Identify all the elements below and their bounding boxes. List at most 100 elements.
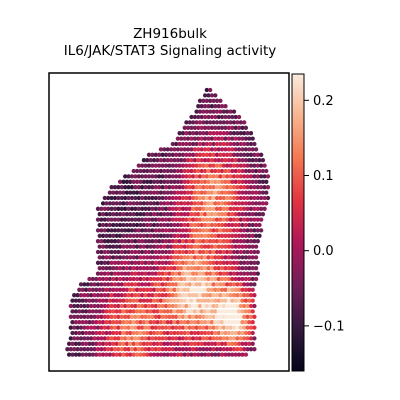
tissue-spot <box>235 325 240 330</box>
tissue-spot <box>133 303 138 309</box>
tissue-spot <box>213 158 218 163</box>
tissue-spot <box>208 98 213 103</box>
tissue-spot <box>179 179 184 184</box>
tissue-spot <box>192 287 198 292</box>
tissue-spot <box>119 249 124 255</box>
tissue-spot <box>187 249 192 255</box>
tissue-spot <box>117 222 123 228</box>
tissue-spot <box>138 168 143 174</box>
tissue-spot <box>145 320 150 325</box>
tissue-spot <box>111 352 116 357</box>
tissue-spot <box>168 320 174 325</box>
tissue-spot <box>157 163 162 168</box>
tissue-spot <box>189 255 194 260</box>
tissue-spot <box>260 168 266 174</box>
tissue-spot <box>148 233 153 238</box>
tissue-spot <box>197 120 203 125</box>
tissue-spot <box>191 228 196 233</box>
tissue-spot <box>240 168 245 174</box>
tissue-spot <box>133 325 138 330</box>
tissue-spot <box>245 141 250 147</box>
tissue-spot <box>209 114 215 120</box>
tissue-spot <box>216 212 221 217</box>
tissue-spot <box>225 336 230 341</box>
tissue-spot <box>131 233 136 238</box>
tissue-spot <box>168 190 174 195</box>
tissue-spot <box>225 249 230 255</box>
tissue-spot <box>235 152 240 157</box>
tissue-spot <box>143 163 148 168</box>
tissue-spot <box>223 255 228 260</box>
tissue-spot <box>99 228 104 233</box>
tissue-spot <box>197 293 203 298</box>
tissue-spot <box>252 293 257 298</box>
tissue-spot <box>225 120 230 125</box>
tissue-spot <box>204 109 209 114</box>
tissue-spot <box>170 174 175 179</box>
tissue-spot <box>211 206 216 211</box>
tissue-spot <box>153 185 158 190</box>
tissue-spot <box>245 217 250 222</box>
tissue-spot <box>230 330 235 336</box>
tissue-spot <box>228 141 233 147</box>
tissue-spot <box>255 163 260 168</box>
tissue-spot <box>160 228 165 233</box>
tissue-spot <box>116 282 121 287</box>
tissue-spot <box>226 201 232 206</box>
tissue-spot <box>235 174 240 179</box>
tissue-spot <box>245 206 250 211</box>
tissue-spot <box>192 222 198 228</box>
tissue-spot <box>221 174 226 179</box>
tissue-spot <box>185 341 191 346</box>
tissue-spot <box>89 282 94 287</box>
tissue-spot <box>163 293 169 298</box>
tissue-spot <box>182 309 187 314</box>
tissue-spot <box>185 233 191 238</box>
tissue-spot <box>160 303 165 309</box>
tissue-spot <box>80 298 85 303</box>
tissue-spot <box>66 341 72 346</box>
tissue-spot <box>155 255 160 260</box>
tissue-spot <box>134 266 140 271</box>
tissue-spot <box>223 233 228 238</box>
tissue-spot <box>155 266 160 271</box>
tissue-spot <box>199 190 204 195</box>
tissue-spot <box>114 255 119 260</box>
tissue-spot <box>172 147 177 152</box>
tissue-spot <box>194 282 199 287</box>
tissue-spot <box>146 249 152 255</box>
tissue-spot <box>167 228 172 233</box>
tissue-spot <box>235 260 240 265</box>
tissue-spot <box>180 303 186 309</box>
tissue-spot <box>218 195 223 201</box>
tissue-spot <box>116 206 121 211</box>
tissue-spot <box>204 120 209 125</box>
tissue-spot <box>243 352 249 357</box>
tissue-spot <box>221 131 226 136</box>
tissue-spot <box>112 239 118 244</box>
tissue-spot <box>218 120 223 125</box>
tissue-spot <box>233 287 238 292</box>
tissue-spot <box>247 222 252 228</box>
tissue-spot <box>228 282 233 287</box>
tissue-spot <box>172 190 177 195</box>
tissue-spot <box>175 179 181 184</box>
tissue-spot <box>134 168 140 174</box>
tissue-spot <box>172 309 177 314</box>
tissue-spot <box>233 244 238 249</box>
tissue-spot <box>223 352 228 357</box>
tissue-spot <box>247 341 252 346</box>
tissue-spot <box>129 336 135 341</box>
tissue-spot <box>107 330 113 336</box>
tissue-spot <box>126 336 131 341</box>
tissue-spot <box>75 293 80 298</box>
tissue-spot <box>196 320 201 325</box>
tissue-spot <box>153 325 158 330</box>
tissue-spot <box>242 293 247 298</box>
tissue-spot <box>236 330 242 336</box>
tissue-spot <box>112 206 118 211</box>
tissue-spot <box>219 244 225 249</box>
tissue-spot <box>225 185 230 190</box>
tissue-spot <box>201 163 206 168</box>
tissue-spot <box>260 179 266 184</box>
